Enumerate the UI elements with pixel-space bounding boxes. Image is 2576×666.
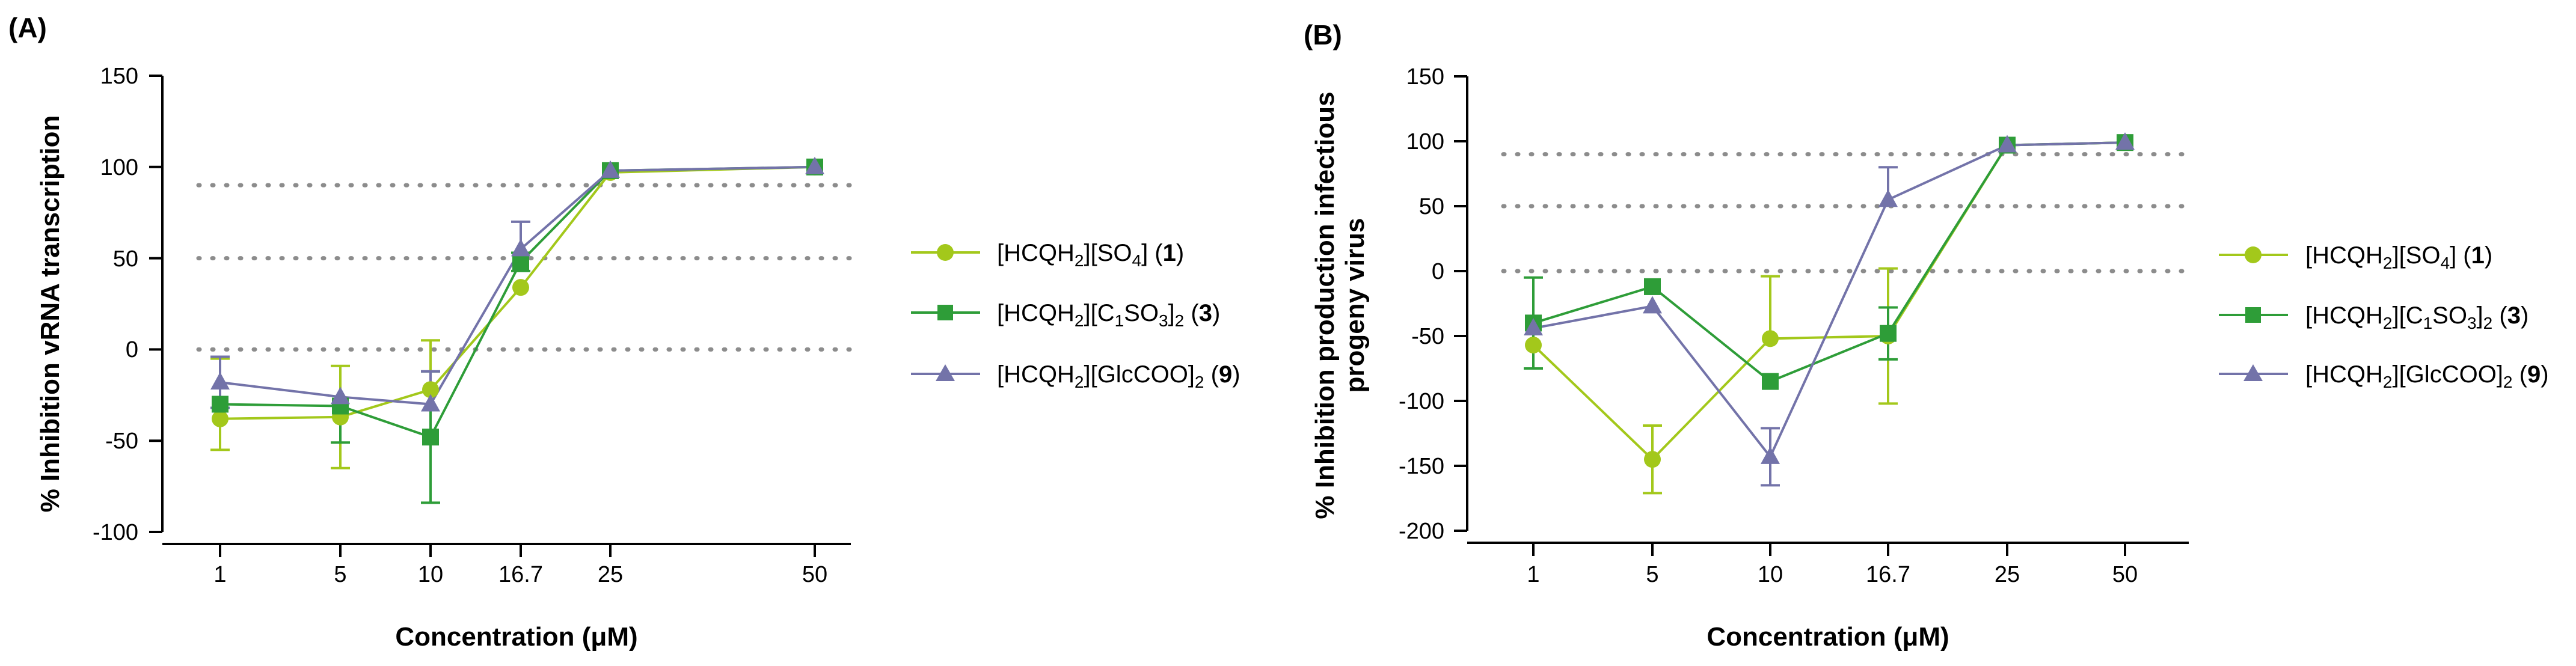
circle-marker-icon <box>937 244 954 261</box>
panel-b-xtick: 25 <box>1995 562 2020 587</box>
legend-label-1: [HCQH2][SO4] (1) <box>997 240 1184 270</box>
panel-a-ytick: 100 <box>100 155 138 180</box>
panel-a-ytick: 150 <box>100 64 138 89</box>
square-marker-icon <box>937 305 953 320</box>
series-line-s3 <box>219 165 815 439</box>
series-line-s3 <box>1533 141 2126 383</box>
panel-b-ytick: -150 <box>1399 454 1444 479</box>
legend-entry-9: [HCQH2][GlcCOO]2 (9) <box>2219 361 2549 391</box>
data-point-s9 <box>511 239 530 257</box>
data-point-s3 <box>1880 325 1897 342</box>
panel-b-legend: [HCQH2][SO4] (1) [HCQH2][C1SO3]2 (3) [HC… <box>2219 242 2549 391</box>
panel-b-ytick: -200 <box>1399 519 1444 544</box>
data-point-s9 <box>421 394 440 412</box>
data-point-s1 <box>1644 451 1661 468</box>
data-point-s3 <box>212 396 228 413</box>
legend-entry-3: [HCQH2][C1SO3]2 (3) <box>2219 302 2528 332</box>
series-line-s9 <box>219 165 815 406</box>
series-line-s1 <box>1532 141 2126 462</box>
panel-a-ytick: 50 <box>113 246 138 272</box>
panel-a-xtick: 1 <box>213 562 226 587</box>
panel-b-ytick: 0 <box>1432 259 1444 284</box>
panel-a-plot-area <box>149 75 853 557</box>
panel-b-ytick: 100 <box>1406 129 1444 154</box>
data-point-s1 <box>512 279 529 296</box>
series-line-s1 <box>219 165 815 420</box>
series-line-s9 <box>1533 141 2126 459</box>
legend-label-1: [HCQH2][SO4] (1) <box>2305 242 2492 272</box>
data-point-s9 <box>1761 446 1780 464</box>
triangle-marker-icon <box>936 364 955 381</box>
legend-entry-3: [HCQH2][C1SO3]2 (3) <box>911 300 1220 330</box>
legend-label-3: [HCQH2][C1SO3]2 (3) <box>2305 302 2528 332</box>
panel-a-ytick: 0 <box>126 337 138 362</box>
panel-a-x-axis-title: Concentration (μM) <box>395 622 637 652</box>
panel-b-ytick: 50 <box>1419 194 1444 219</box>
panel-b-xtick: 16.7 <box>1866 562 1910 587</box>
legend-entry-1: [HCQH2][SO4] (1) <box>911 240 1184 270</box>
data-point-s1 <box>1762 330 1779 347</box>
panel-a: (A) % Inhibition vRNA transcription 150 … <box>8 12 1240 652</box>
data-point-s3 <box>422 429 439 446</box>
data-point-s9 <box>805 156 824 174</box>
legend-entry-9: [HCQH2][GlcCOO]2 (9) <box>911 361 1240 391</box>
panel-a-xtick: 16.7 <box>498 562 543 587</box>
data-point-s9 <box>210 372 230 390</box>
panel-b-ytick: -100 <box>1399 389 1444 414</box>
panel-b-ytick: -50 <box>1411 324 1444 349</box>
data-point-s3 <box>1644 278 1661 295</box>
legend-label-9: [HCQH2][GlcCOO]2 (9) <box>2305 361 2549 391</box>
panel-b: (B) % Inhibition production infectious p… <box>1304 19 2549 652</box>
panel-a-y-axis-title: % Inhibition vRNA transcription <box>35 115 65 513</box>
panel-a-xtick: 25 <box>598 562 623 587</box>
panel-a-label: (A) <box>8 12 47 43</box>
circle-marker-icon <box>2245 246 2262 263</box>
panel-b-ytick: 150 <box>1406 64 1444 90</box>
panel-b-x-axis-title: Concentration (μM) <box>1707 622 1949 652</box>
panel-b-y-axis-title: % Inhibition production infectious proge… <box>1310 91 1370 519</box>
panel-a-ytick: -50 <box>105 429 138 454</box>
data-point-s9 <box>1998 135 2017 153</box>
square-marker-icon <box>2245 307 2261 323</box>
panel-b-xtick: 50 <box>2112 562 2138 587</box>
data-point-s9 <box>331 386 350 405</box>
data-point-s1 <box>422 381 439 399</box>
panel-a-xtick: 5 <box>334 562 346 587</box>
triangle-marker-icon <box>2243 364 2263 381</box>
data-point-s9 <box>601 160 620 178</box>
legend-label-3: [HCQH2][C1SO3]2 (3) <box>997 300 1220 330</box>
panel-b-label: (B) <box>1304 19 1342 50</box>
data-point-s3 <box>1762 373 1779 390</box>
panel-b-plot-area <box>1454 75 2191 556</box>
panel-b-xtick: 1 <box>1527 562 1539 587</box>
data-point-s1 <box>1525 337 1542 354</box>
legend-label-9: [HCQH2][GlcCOO]2 (9) <box>997 361 1240 391</box>
panel-b-y-axis-title-line1: % Inhibition production infectious <box>1310 91 1340 519</box>
panel-a-xtick: 50 <box>802 562 827 587</box>
legend-entry-1: [HCQH2][SO4] (1) <box>2219 242 2492 272</box>
panel-a-ytick: -100 <box>93 520 138 545</box>
panel-b-xtick: 5 <box>1646 562 1658 587</box>
panel-a-legend: [HCQH2][SO4] (1) [HCQH2][C1SO3]2 (3) [HC… <box>911 240 1240 391</box>
data-point-s9 <box>1643 296 1662 314</box>
data-point-s9 <box>2115 132 2135 150</box>
data-point-s1 <box>212 410 228 427</box>
panel-b-xtick: 10 <box>1758 562 1783 587</box>
data-point-s9 <box>1524 318 1543 336</box>
data-point-s9 <box>1878 189 1898 207</box>
panel-a-xtick: 10 <box>418 562 443 587</box>
panel-b-y-axis-title-line2: progeny virus <box>1340 218 1370 393</box>
